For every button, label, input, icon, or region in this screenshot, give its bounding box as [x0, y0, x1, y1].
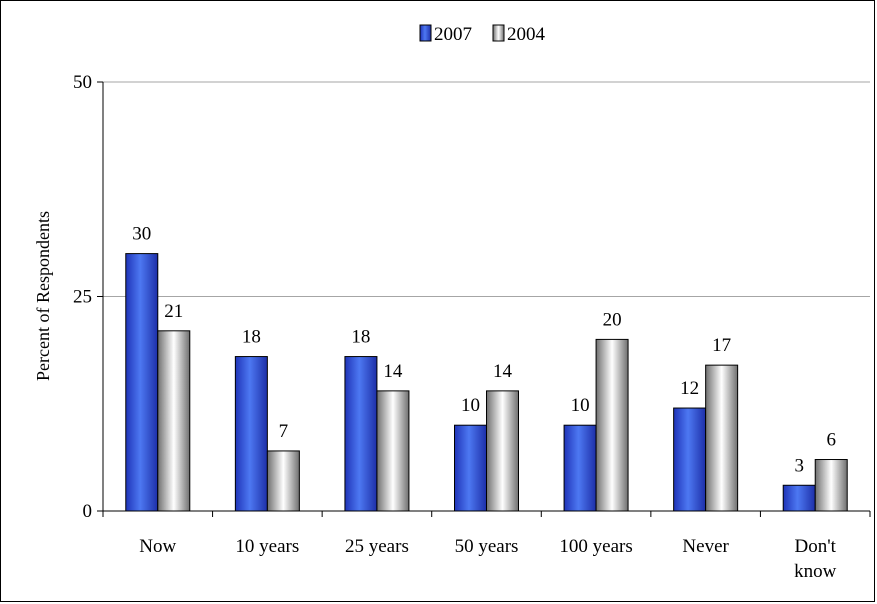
bar-2007-now: [125, 253, 159, 512]
y-axis-label: Percent of Respondents: [33, 211, 53, 381]
bar-2004-100-years: [595, 338, 629, 512]
x-tick-label: Don't know: [794, 536, 837, 582]
data-label: 18: [242, 327, 261, 348]
x-tick-label: Now: [139, 536, 176, 557]
data-label: 21: [164, 301, 183, 322]
data-label: 17: [712, 335, 731, 356]
gridlines: [103, 81, 870, 297]
data-label: 30: [132, 224, 151, 245]
bar-2007-25-years: [344, 356, 378, 512]
legend-swatch-2007: [419, 24, 432, 42]
labels: 0 25 50 30 21 Now 18 7 10 years 18 14 25 years 10 14 5…: [73, 72, 837, 582]
bar-2007-50-years: [454, 424, 487, 512]
bar-2004-10-years: [266, 450, 300, 512]
x-tick-label: 25 years: [345, 536, 409, 557]
bar-2004-now: [157, 330, 191, 512]
data-label: 10: [461, 395, 480, 416]
x-tick-label: Never: [682, 536, 729, 557]
bar-2004-25-years: [376, 390, 410, 512]
data-label: 20: [603, 309, 622, 330]
bar-2004-don-t-know: [814, 459, 848, 512]
x-tick-label: 100 years: [559, 536, 632, 557]
bar-2007-10-years: [234, 356, 268, 512]
y-tick-label: 50: [73, 72, 92, 93]
data-label: 14: [493, 361, 513, 382]
legend-label-2007: 2007: [434, 24, 472, 45]
legend-swatch-2004: [492, 24, 505, 42]
y-tick-label: 25: [73, 287, 92, 308]
bars: [125, 253, 848, 512]
x-tick-label: 10 years: [235, 536, 299, 557]
legend-label-2004: 2004: [507, 24, 546, 45]
bar-2004-never: [705, 364, 739, 512]
bar-2007-don-t-know: [782, 484, 816, 512]
data-label: 6: [826, 430, 836, 451]
data-label: 14: [383, 361, 403, 382]
bar-2007-never: [673, 407, 707, 512]
data-label: 10: [571, 395, 590, 416]
bar-2007-100-years: [563, 424, 597, 512]
legend: 2007 2004: [419, 24, 546, 45]
bar-2004-50-years: [486, 390, 519, 512]
data-label: 3: [794, 455, 804, 476]
y-tick-label: 0: [83, 501, 93, 522]
axes: [97, 81, 871, 517]
data-label: 12: [680, 378, 699, 399]
x-tick-label: 50 years: [455, 536, 519, 557]
data-label: 7: [279, 421, 289, 442]
data-label: 18: [351, 327, 370, 348]
